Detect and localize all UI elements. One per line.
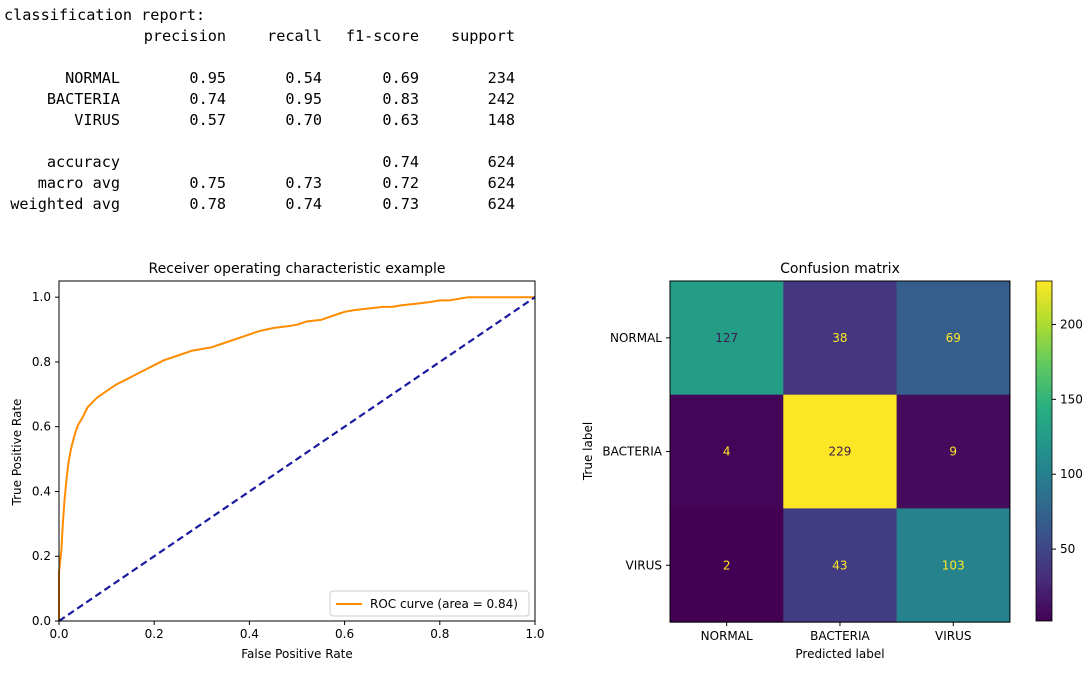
roc-ylabel: True Positive Rate: [10, 399, 24, 507]
summary-label: macro avg: [37, 174, 120, 192]
report-row: VIRUS 0.57 0.70 0.63 148: [4, 110, 515, 131]
matrix-cell: [896, 508, 1011, 623]
summary-f1: 0.73: [382, 195, 419, 213]
classification-report: classification report: precision recall …: [4, 5, 515, 215]
summary-f1: 0.72: [382, 174, 419, 192]
header-recall: recall: [267, 27, 322, 45]
summary-recall: 0.73: [285, 174, 322, 192]
row-f1: 0.63: [382, 111, 419, 129]
roc-title: Receiver operating characteristic exampl…: [148, 261, 445, 277]
matrix-frame: [669, 280, 1011, 623]
matrix-cell-value: 103: [942, 558, 965, 572]
matrix-cell: [896, 394, 1011, 509]
x-category-label: NORMAL: [701, 629, 753, 643]
matrix-cell-value: 229: [828, 445, 851, 459]
matrix-cell: [783, 394, 898, 509]
matrix-cell: [670, 394, 784, 509]
x-tick-label: 0.6: [335, 627, 354, 641]
header-support: support: [450, 27, 515, 45]
cm-ylabel: True label: [581, 422, 595, 481]
summary-support: 624: [487, 195, 515, 213]
x-tick-label: 0.8: [430, 627, 449, 641]
summary-support: 624: [487, 153, 515, 171]
y-tick-label: 0.8: [32, 355, 51, 369]
header-f1-score: f1-score: [345, 27, 419, 45]
row-precision: 0.95: [189, 69, 226, 87]
x-tick-label: 0.2: [145, 627, 164, 641]
cm-xlabel: Predicted label: [795, 647, 884, 661]
y-tick-label: 0.2: [32, 549, 51, 563]
x-category-label: VIRUS: [935, 629, 972, 643]
summary-f1: 0.74: [382, 153, 419, 171]
summary-precision: 0.75: [189, 174, 226, 192]
summary-recall: 0.74: [285, 195, 322, 213]
row-f1: 0.83: [382, 90, 419, 108]
report-row: BACTERIA 0.74 0.95 0.83 242: [4, 89, 515, 110]
matrix-cell: [670, 508, 784, 623]
y-category-label: NORMAL: [610, 331, 662, 345]
roc-legend: ROC curve (area = 0.84): [329, 590, 530, 617]
y-category-label: BACTERIA: [602, 445, 662, 459]
y-tick-label: 1.0: [32, 290, 51, 304]
report-header-row: precision recall f1-score support: [4, 26, 515, 47]
summary-row: weighted avg 0.78 0.74 0.73 624: [4, 194, 515, 215]
report-title: classification report:: [4, 6, 206, 24]
colorbar-tick-label: 200: [1060, 317, 1083, 331]
summary-label: weighted avg: [10, 195, 120, 213]
colorbar: [1035, 280, 1053, 622]
colorbar-tick-label: 100: [1060, 467, 1083, 481]
row-f1: 0.69: [382, 69, 419, 87]
colorbar-tick-label: 150: [1060, 392, 1083, 406]
y-category-label: VIRUS: [626, 558, 663, 572]
row-label: NORMAL: [65, 69, 120, 87]
matrix-cell-value: 2: [723, 558, 731, 572]
legend-label: ROC curve (area = 0.84): [370, 597, 518, 611]
summary-row: macro avg 0.75 0.73 0.72 624: [4, 173, 515, 194]
row-recall: 0.70: [285, 111, 322, 129]
matrix-cell-value: 43: [832, 558, 847, 572]
matrix-cell: [670, 281, 784, 396]
report-row: NORMAL 0.95 0.54 0.69 234: [4, 68, 515, 89]
y-tick-label: 0.6: [32, 420, 51, 434]
x-category-label: BACTERIA: [810, 629, 870, 643]
row-support: 242: [487, 90, 515, 108]
matrix-cell: [783, 281, 898, 396]
row-precision: 0.74: [189, 90, 226, 108]
row-support: 148: [487, 111, 515, 129]
cm-title: Confusion matrix: [780, 261, 900, 277]
row-label: VIRUS: [74, 111, 120, 129]
matrix-cell: [896, 281, 1011, 396]
y-tick-label: 0.4: [32, 484, 51, 498]
roc-xlabel: False Positive Rate: [241, 647, 353, 661]
chance-diagonal-line: [58, 296, 536, 622]
header-precision: precision: [143, 27, 226, 45]
row-support: 234: [487, 69, 515, 87]
roc-curve-line: [58, 296, 535, 621]
x-tick-label: 1.0: [525, 627, 544, 641]
row-precision: 0.57: [189, 111, 226, 129]
matrix-cell-value: 69: [946, 331, 961, 345]
x-tick-label: 0.4: [240, 627, 259, 641]
x-tick-label: 0.0: [49, 627, 68, 641]
row-recall: 0.95: [285, 90, 322, 108]
summary-row: accuracy 0.74 624: [4, 152, 515, 173]
y-tick-label: 0.0: [32, 614, 51, 628]
roc-axes-frame: [58, 280, 536, 622]
roc-chart: Receiver operating characteristic exampl…: [10, 261, 545, 661]
row-recall: 0.54: [285, 69, 322, 87]
matrix-cell: [783, 508, 898, 623]
colorbar-tick-label: 50: [1060, 542, 1075, 556]
matrix-cell-value: 9: [949, 445, 957, 459]
summary-label: accuracy: [46, 153, 120, 171]
summary-precision: 0.78: [189, 195, 226, 213]
matrix-cell-value: 127: [715, 331, 738, 345]
legend-box: [329, 590, 530, 617]
matrix-cell-value: 4: [723, 445, 731, 459]
matrix-cell-value: 38: [832, 331, 847, 345]
summary-support: 624: [487, 174, 515, 192]
row-label: BACTERIA: [46, 90, 120, 108]
